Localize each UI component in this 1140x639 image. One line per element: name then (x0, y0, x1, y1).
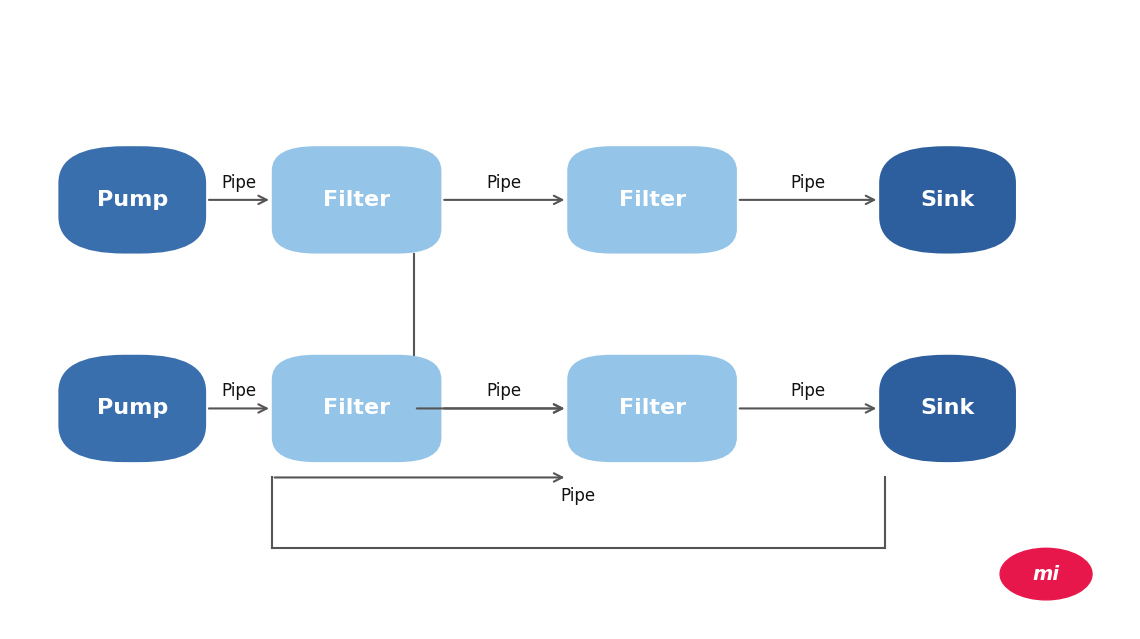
Text: mi: mi (1033, 565, 1059, 583)
Text: Pipe: Pipe (221, 382, 256, 400)
Text: Filter: Filter (619, 399, 685, 419)
Text: Pipe: Pipe (790, 382, 825, 400)
Text: Filter: Filter (323, 399, 390, 419)
Text: Pipe: Pipe (790, 174, 825, 192)
Text: Pipe: Pipe (561, 487, 596, 505)
Text: Pipe: Pipe (487, 174, 522, 192)
Text: Pump: Pump (97, 190, 168, 210)
FancyBboxPatch shape (271, 355, 441, 462)
FancyBboxPatch shape (879, 146, 1016, 254)
Text: Filter: Filter (619, 190, 685, 210)
FancyBboxPatch shape (58, 355, 206, 462)
Circle shape (1000, 548, 1092, 600)
Text: Pump: Pump (97, 399, 168, 419)
Text: Pipe: Pipe (487, 382, 522, 400)
FancyBboxPatch shape (879, 355, 1016, 462)
Text: Sink: Sink (920, 190, 975, 210)
FancyBboxPatch shape (271, 146, 441, 254)
Text: Filter: Filter (323, 190, 390, 210)
FancyBboxPatch shape (58, 146, 206, 254)
Text: Pipe: Pipe (221, 174, 256, 192)
FancyBboxPatch shape (568, 146, 736, 254)
FancyBboxPatch shape (568, 355, 736, 462)
Text: Sink: Sink (920, 399, 975, 419)
